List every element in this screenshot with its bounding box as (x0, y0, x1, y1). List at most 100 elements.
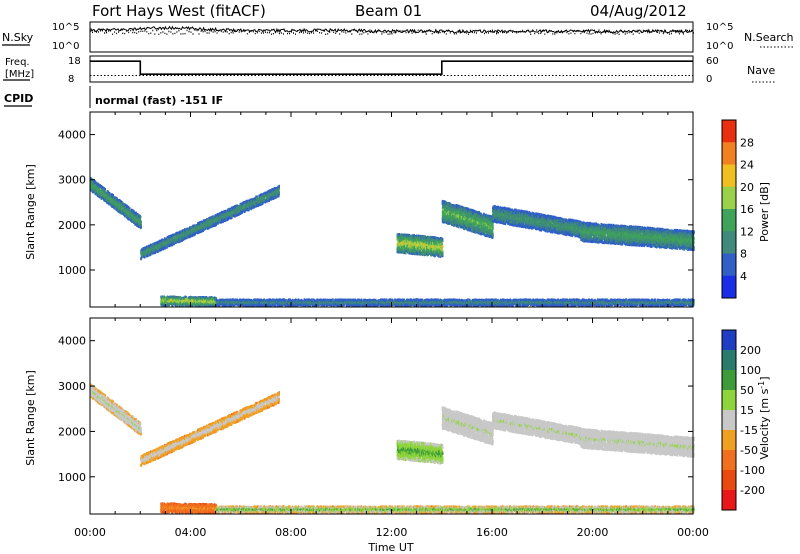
freq-panel-frame (89, 55, 694, 83)
echo-cell (170, 234, 173, 237)
echo-cell (184, 230, 186, 233)
echo-cell (117, 205, 119, 208)
echo-cell (160, 247, 163, 250)
echo-cell (204, 227, 207, 230)
echo-cell (131, 213, 133, 216)
echo-cell (202, 229, 204, 232)
noise-right-label: N.Search (744, 31, 794, 44)
noise-panel: N.Sky 10^5 10^0 10^5 10^0 N.Search (2, 21, 795, 53)
echo-cell (405, 252, 407, 255)
echo-cell (154, 250, 156, 253)
echo-cell (194, 232, 196, 235)
echo-cell (95, 192, 97, 196)
echo-cell (208, 218, 211, 221)
echo-cell (437, 255, 440, 258)
echo-cell (182, 232, 184, 235)
freq-trace (90, 60, 693, 76)
echo-cell (140, 224, 142, 227)
echo-cell (278, 191, 280, 194)
echo-cell (278, 187, 280, 190)
echo-cell (173, 242, 175, 245)
echo-cell (98, 188, 100, 191)
echo-cell (157, 250, 160, 253)
echo-cell (119, 209, 122, 212)
echo-cell (111, 197, 114, 200)
echo-cell (132, 217, 135, 220)
freq-tick-bottom: 8 (68, 74, 74, 85)
cpid-text: normal (fast) -151 IF (95, 94, 223, 107)
freq-label-line1: Freq. (5, 57, 30, 68)
echo-cell (157, 248, 160, 251)
echo-cell (160, 241, 162, 245)
echo-cell (96, 190, 98, 193)
echo-cell (133, 210, 135, 213)
echo-cell (148, 245, 150, 248)
echo-cell (198, 230, 201, 233)
echo-cell (139, 219, 142, 222)
echo-cell (114, 203, 117, 206)
echo-cell (107, 191, 110, 194)
date-title: 04/Aug/2012 (590, 2, 687, 20)
echo-cell (134, 212, 136, 215)
echo-cell (168, 241, 171, 244)
echo-cell (178, 237, 180, 240)
echo-cell (149, 249, 151, 252)
echo-cell (441, 249, 444, 252)
echo-cell (112, 194, 114, 197)
station-title: Fort Hays West (fitACF) (92, 2, 266, 20)
echo-cell (441, 240, 444, 243)
echo-cell (136, 214, 139, 217)
echo-cell (113, 207, 116, 210)
freq-label-line2: [MHz] (5, 69, 34, 80)
echo-cell (93, 183, 96, 186)
echo-cell (104, 197, 106, 200)
echo-cell (441, 245, 444, 248)
echo-cell (219, 216, 222, 219)
echo-cell (186, 232, 188, 235)
echo-cell (130, 216, 133, 219)
echo-cell (128, 209, 131, 212)
echo-cell (111, 193, 113, 196)
echo-cell (95, 188, 98, 191)
echo-cell (94, 182, 97, 185)
echo-cell (168, 240, 171, 243)
echo-cell (137, 218, 140, 221)
echo-cell (108, 197, 110, 200)
echo-cell (101, 195, 104, 198)
echo-cell (175, 238, 177, 241)
nave-tick-bottom: 0 (706, 74, 712, 85)
echo-cell (117, 199, 119, 202)
echo-cell (152, 252, 154, 255)
freq-tick-top: 18 (68, 56, 81, 67)
echo-cell (103, 197, 106, 200)
echo-cell (140, 258, 142, 261)
echo-cell (97, 195, 100, 198)
echo-cell (135, 221, 137, 225)
echo-cell (211, 218, 214, 221)
echo-cell (162, 247, 165, 250)
cpid-label: CPID (4, 92, 33, 105)
noise-left-label: N.Sky (2, 31, 34, 44)
echo-cell (95, 184, 98, 187)
echo-cell (98, 186, 100, 189)
echo-cell (212, 224, 215, 227)
echo-cell (136, 224, 138, 227)
echo-cell (219, 221, 222, 224)
noise-sky-line (89, 25, 694, 35)
echo-cell (126, 208, 128, 211)
echo-cell (109, 202, 111, 205)
echo-cell (92, 187, 94, 190)
echo-cell (102, 193, 104, 196)
power-echoes (90, 177, 695, 308)
echo-cell (209, 225, 211, 228)
echo-cell (136, 213, 139, 216)
echo-cell (103, 195, 105, 198)
echo-cell (136, 215, 138, 218)
echo-cell (139, 215, 142, 219)
echo-cell (115, 197, 117, 200)
echo-cell (211, 215, 213, 218)
echo-cell (106, 193, 108, 196)
echo-cell (113, 195, 115, 199)
echo-cell (122, 212, 124, 215)
echo-cell (139, 218, 141, 221)
